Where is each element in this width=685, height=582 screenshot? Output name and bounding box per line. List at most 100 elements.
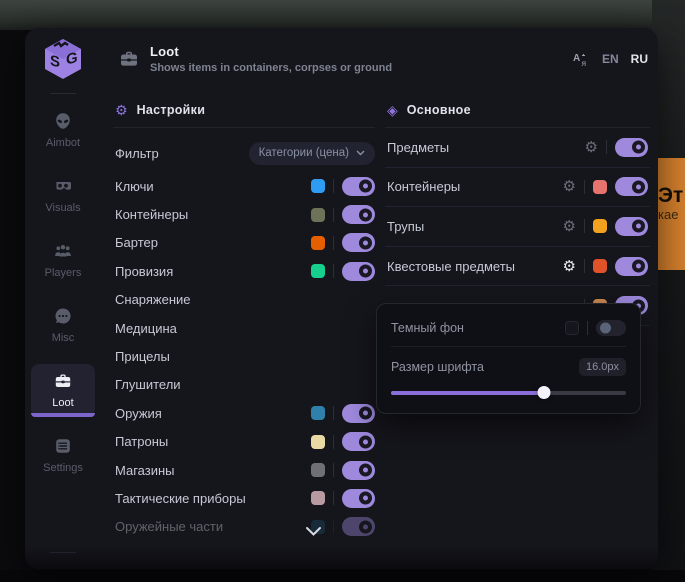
row-label: Контейнеры <box>387 179 461 195</box>
control-divider <box>333 264 334 279</box>
toggle-knob <box>632 259 645 273</box>
control-divider <box>333 207 334 222</box>
filter-dropdown-value: Категории (цена) <box>258 147 349 159</box>
toggle-knob <box>359 435 372 449</box>
loot-category-row: Оружия <box>113 399 375 427</box>
sidebar-item-aimbot[interactable]: Aimbot <box>31 104 95 157</box>
toggle-switch[interactable] <box>615 256 648 276</box>
toggle-switch[interactable] <box>342 176 375 196</box>
color-swatch[interactable] <box>311 406 325 421</box>
sidebar-bottom-divider <box>50 552 76 553</box>
category-controls <box>311 205 375 225</box>
gear-icon[interactable]: ⚙ <box>562 177 576 196</box>
color-swatch[interactable] <box>311 434 325 449</box>
toggle-knob <box>632 140 645 154</box>
category-controls <box>311 233 375 253</box>
toggle-switch[interactable] <box>342 261 375 281</box>
main-section-title: Основное <box>406 103 471 117</box>
toggle-knob <box>600 322 611 333</box>
sidebar-item-label: Settings <box>43 462 83 474</box>
font-size-slider[interactable] <box>391 386 626 399</box>
toggle-switch[interactable] <box>342 205 375 225</box>
language-ru[interactable]: RU <box>630 52 648 66</box>
list-box-icon <box>56 439 70 453</box>
category-label: Провизия <box>115 263 174 279</box>
color-swatch[interactable] <box>311 207 325 222</box>
toggle-switch[interactable] <box>615 137 648 157</box>
page-title-block: Loot Shows items in containers, corpses … <box>150 44 392 74</box>
toggle-switch[interactable] <box>342 460 375 480</box>
control-divider <box>333 434 334 449</box>
main-toggle-row: Предметы ⚙ <box>385 128 650 168</box>
control-divider <box>606 140 607 155</box>
toggle-switch[interactable] <box>342 403 375 423</box>
color-swatch[interactable] <box>593 179 607 194</box>
loot-category-row: Снаряжение <box>113 286 375 314</box>
color-swatch[interactable] <box>311 519 325 534</box>
toggle-knob <box>632 219 645 233</box>
color-swatch[interactable] <box>311 179 325 194</box>
sidebar-item-players[interactable]: Players <box>31 234 95 287</box>
dark-background-controls <box>565 319 626 336</box>
control-divider <box>333 406 334 421</box>
category-controls <box>311 432 375 452</box>
category-label: Бартер <box>115 235 158 251</box>
settings-section: ⚙ Настройки Фильтр Категории (цена) <box>113 101 375 541</box>
sidebar-item-settings[interactable]: Settings <box>31 429 95 482</box>
control-divider <box>333 491 334 506</box>
sidebar-divider <box>50 93 76 94</box>
toggle-knob <box>359 179 372 193</box>
toggle-switch[interactable] <box>615 216 648 236</box>
font-size-value: 16.0px <box>578 357 626 376</box>
settings-section-title: Настройки <box>136 103 206 117</box>
language-en[interactable]: EN <box>601 52 619 66</box>
category-controls <box>311 488 375 508</box>
sidebar-item-misc[interactable]: Misc <box>31 299 95 352</box>
category-controls <box>311 176 375 196</box>
control-divider <box>587 320 588 335</box>
color-swatch[interactable] <box>593 219 607 234</box>
dark-background-row: Темный фон <box>391 314 626 341</box>
toggle-switch[interactable] <box>342 233 375 253</box>
sidebar: S G Aimbot Visuals <box>25 28 101 569</box>
gear-icon[interactable]: ⚙ <box>562 256 576 275</box>
briefcase-icon <box>55 374 71 387</box>
toggle-switch[interactable] <box>615 177 648 197</box>
diamond-icon: ◈ <box>387 102 398 118</box>
color-swatch[interactable] <box>311 491 325 506</box>
toggle-switch[interactable] <box>342 488 375 508</box>
svg-text:G: G <box>66 49 78 68</box>
loot-category-row: Прицелы <box>113 342 375 370</box>
game-banner: Эт кае <box>654 158 685 270</box>
slider-knob[interactable] <box>537 386 551 399</box>
goggles-icon <box>56 182 71 190</box>
sidebar-item-label: Misc <box>51 332 75 344</box>
category-label: Тактические приборы <box>115 490 246 506</box>
main-toggle-row: Контейнеры ⚙ <box>385 168 650 208</box>
loot-category-row: Оружейные части <box>113 513 375 541</box>
toggle-switch[interactable] <box>342 517 375 537</box>
loot-category-row: Ключи <box>113 172 375 200</box>
toggle-switch[interactable] <box>342 432 375 452</box>
filter-row: Фильтр Категории (цена) <box>113 141 375 165</box>
toggle-knob <box>359 406 372 420</box>
sidebar-item-label: Visuals <box>45 202 81 214</box>
color-swatch[interactable] <box>593 259 607 274</box>
slider-fill <box>391 391 544 395</box>
color-swatch[interactable] <box>311 264 325 279</box>
sidebar-item-loot[interactable]: Loot <box>31 364 95 417</box>
sidebar-item-visuals[interactable]: Visuals <box>31 169 95 222</box>
gear-icon[interactable]: ⚙ <box>562 216 576 235</box>
color-swatch[interactable] <box>565 320 579 335</box>
color-swatch[interactable] <box>311 235 325 250</box>
menu-window: S G Aimbot Visuals <box>25 28 658 569</box>
filter-dropdown[interactable]: Категории (цена) <box>248 141 375 165</box>
alien-icon <box>56 113 70 129</box>
gear-icon[interactable]: ⚙ <box>584 137 598 156</box>
color-swatch[interactable] <box>311 463 325 478</box>
expand-more-icon[interactable] <box>305 526 322 537</box>
loot-category-row: Бартер <box>113 229 375 257</box>
translate-icon[interactable]: A я <box>573 51 590 68</box>
dark-background-toggle[interactable] <box>596 319 626 336</box>
page-header: Loot Shows items in containers, corpses … <box>113 28 650 74</box>
